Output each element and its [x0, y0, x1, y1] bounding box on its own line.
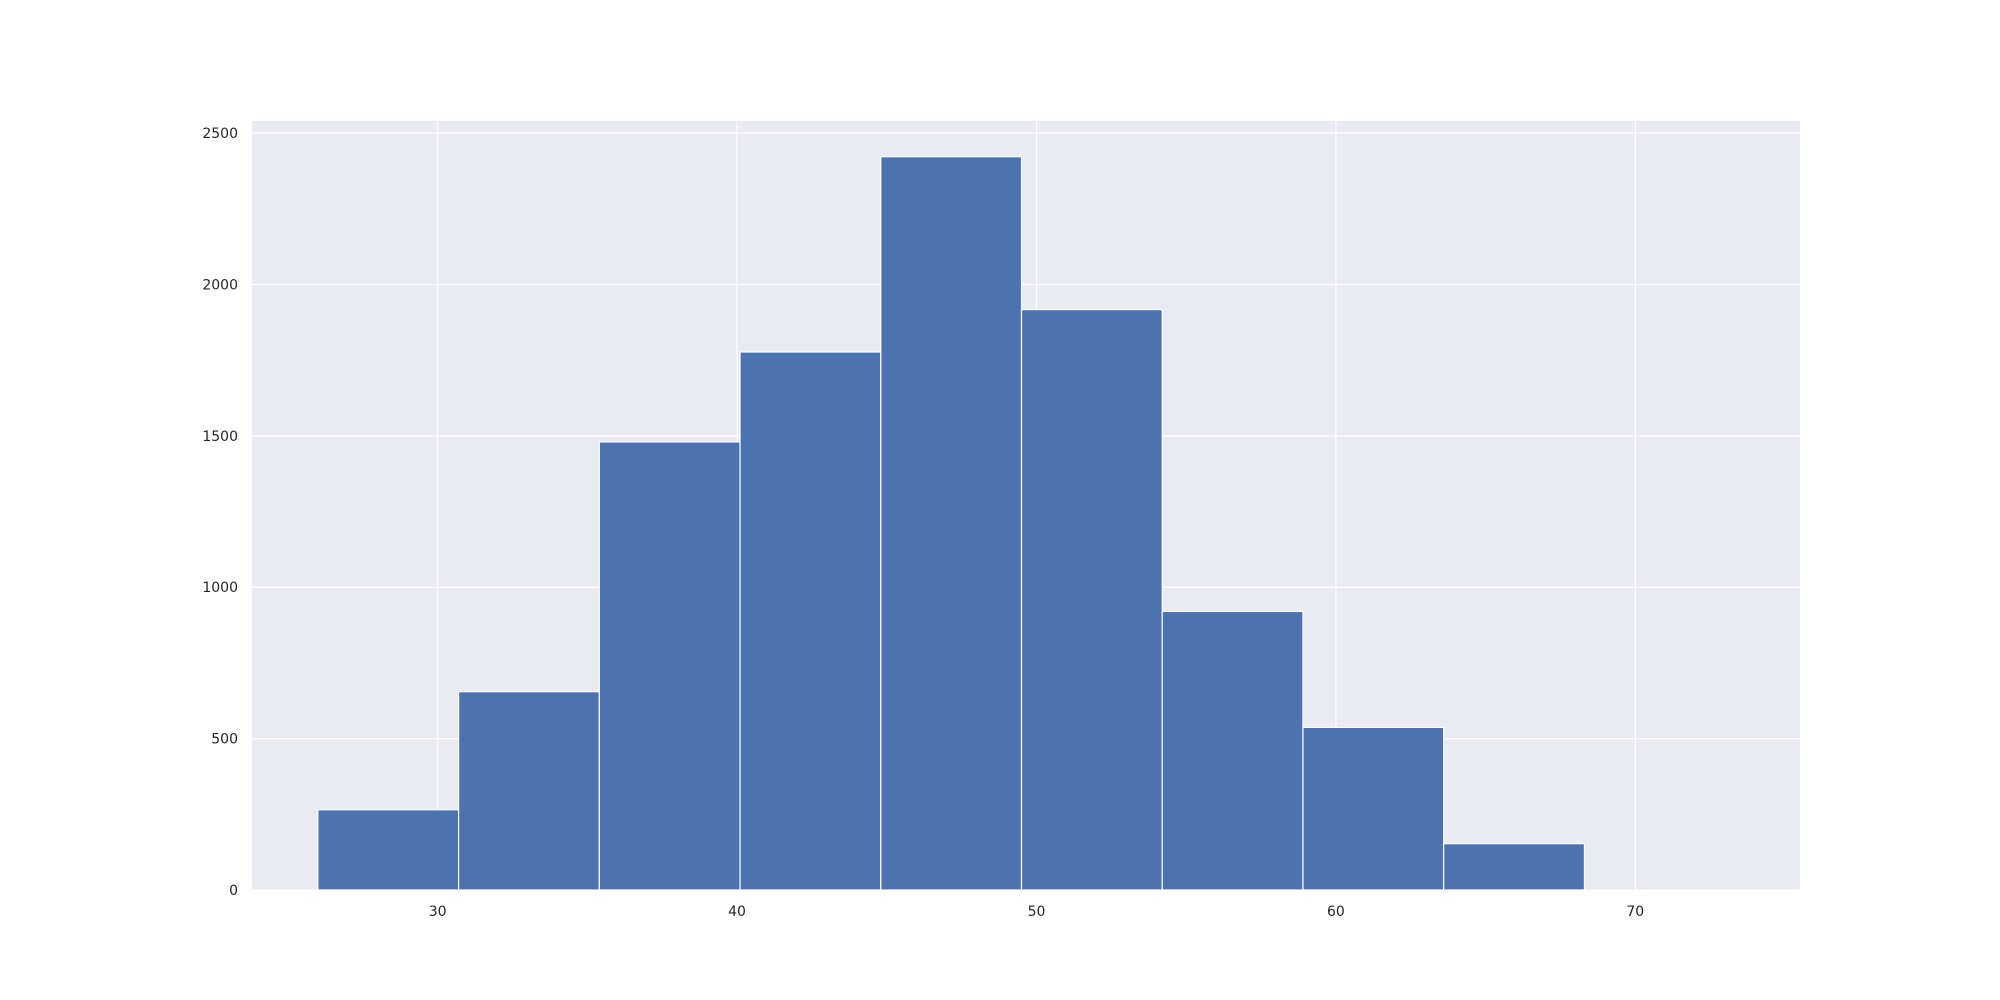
y-axis-tick-labels: 0 500 1000 1500 2000 2500	[202, 126, 238, 899]
x-tick-label: 70	[1626, 904, 1644, 920]
histogram-bar	[1161, 610, 1304, 891]
histogram-bar	[1443, 843, 1586, 891]
histogram-bar	[457, 691, 600, 891]
y-tick-label: 2500	[202, 126, 238, 142]
histogram-bar	[317, 809, 460, 891]
x-axis-tick-labels: 30 40 50 60 70	[429, 904, 1645, 920]
y-tick-label: 1500	[202, 429, 238, 445]
histogram-bar	[880, 156, 1023, 891]
histogram-bar	[1302, 726, 1445, 891]
histogram-bar	[598, 441, 741, 891]
histogram-bar	[1020, 309, 1163, 891]
x-tick-label: 30	[429, 904, 447, 920]
y-tick-label: 500	[211, 732, 238, 748]
x-tick-label: 40	[728, 904, 746, 920]
x-tick-label: 60	[1327, 904, 1345, 920]
bars	[317, 156, 1586, 891]
y-tick-label: 1000	[202, 580, 238, 596]
x-tick-label: 50	[1028, 904, 1046, 920]
y-tick-label: 2000	[202, 277, 238, 293]
histogram-bar	[739, 351, 882, 891]
y-tick-label: 0	[229, 883, 238, 899]
